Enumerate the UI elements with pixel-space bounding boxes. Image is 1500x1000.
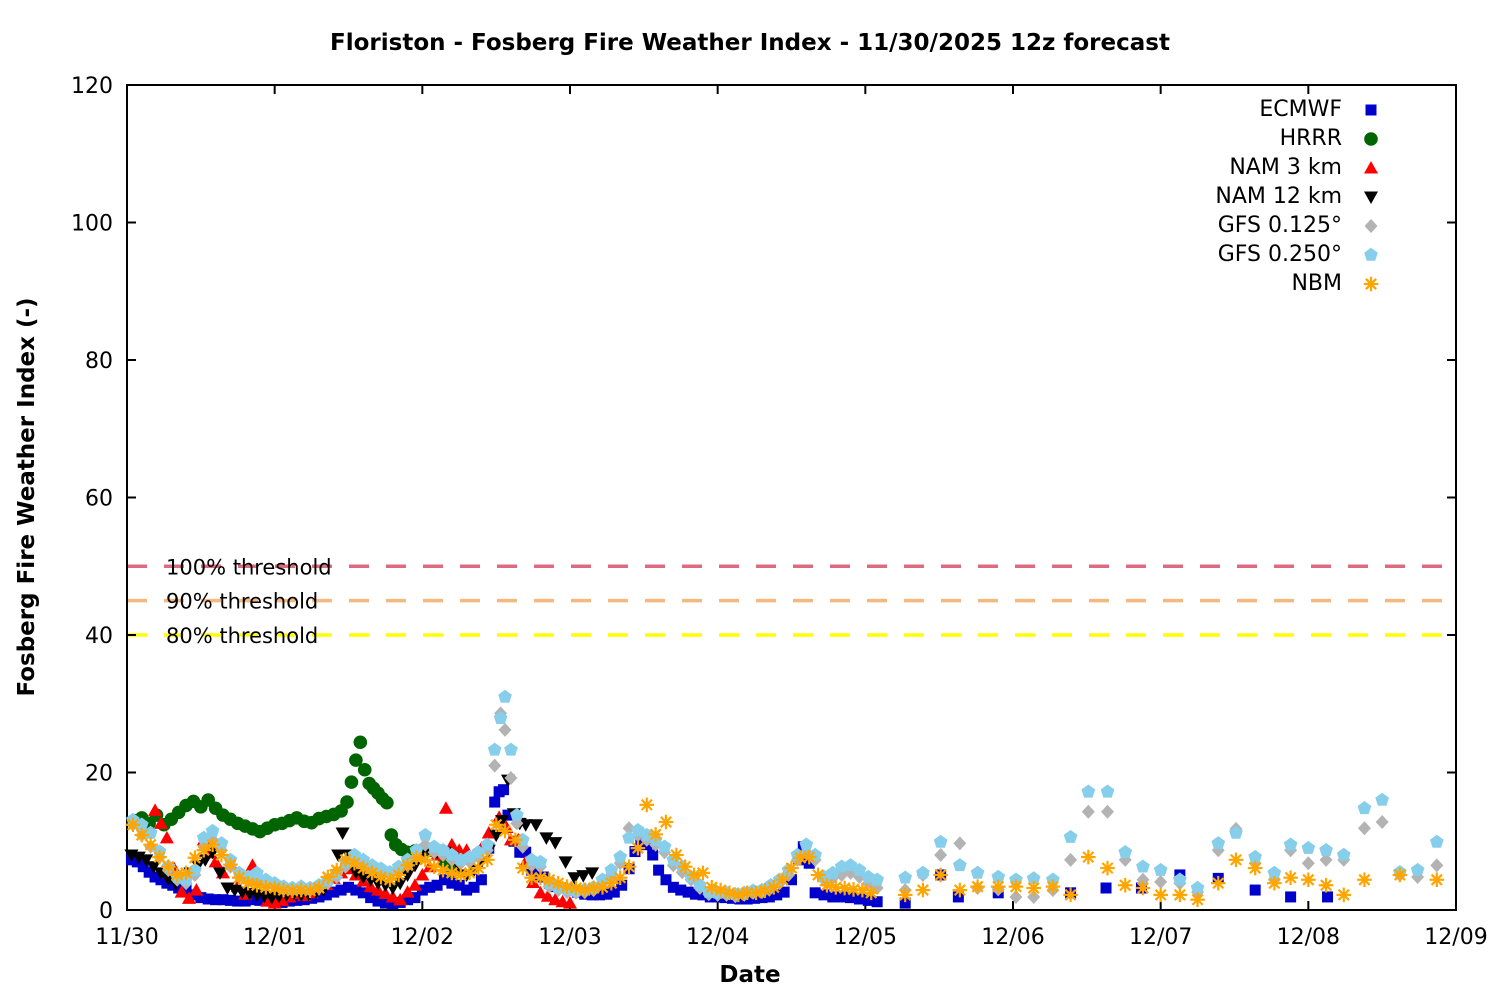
legend-item-nam12km: NAM 12 km [1215, 182, 1382, 211]
x-tick-label: 12/02 [391, 925, 454, 950]
legend-label: GFS 0.125° [1217, 213, 1342, 238]
x-tick-label: 12/03 [538, 925, 601, 950]
x-tick-label: 12/04 [686, 925, 749, 950]
legend-item-hrrr: HRRR [1215, 124, 1382, 153]
legend-label: ECMWF [1259, 97, 1342, 122]
legend-item-gfs0125: GFS 0.125° [1215, 211, 1382, 240]
x-tick-label: 12/08 [1277, 925, 1340, 950]
threshold-label: 90% threshold [166, 590, 318, 614]
legend-label: HRRR [1279, 126, 1342, 151]
y-tick-label: 20 [85, 762, 113, 787]
y-axis-label: Fosberg Fire Weather Index (-) [14, 297, 40, 697]
circle-marker-icon [1360, 128, 1382, 150]
x-axis-label: Date [719, 962, 781, 988]
y-tick-label: 40 [85, 624, 113, 649]
y-tick-label: 0 [99, 899, 113, 924]
legend-label: NAM 3 km [1229, 155, 1342, 180]
x-tick-label: 12/05 [834, 925, 897, 950]
threshold-label: 100% threshold [166, 555, 332, 579]
legend-item-gfs0250: GFS 0.250° [1215, 240, 1382, 269]
triangle-down-marker-icon [1360, 186, 1382, 208]
y-tick-label: 120 [71, 74, 113, 99]
square-marker-icon [1360, 99, 1382, 121]
x-tick-label: 12/07 [1129, 925, 1192, 950]
y-tick-label: 60 [85, 487, 113, 512]
y-tick-label: 100 [71, 212, 113, 237]
star-marker-icon [1360, 273, 1382, 295]
legend-label: GFS 0.250° [1217, 242, 1342, 267]
legend-item-ecmwf: ECMWF [1215, 95, 1382, 124]
pentagon-marker-icon [1360, 244, 1382, 266]
series-nam-3-km [148, 801, 577, 909]
triangle-up-marker-icon [1360, 157, 1382, 179]
threshold-label: 80% threshold [166, 624, 318, 648]
x-tick-label: 12/09 [1424, 925, 1487, 950]
diamond-marker-icon [1360, 215, 1382, 237]
legend-item-nam3km: NAM 3 km [1215, 153, 1382, 182]
legend: ECMWF HRRR NAM 3 km NAM 12 km GFS 0.125°… [1215, 95, 1382, 298]
y-tick-label: 80 [85, 349, 113, 374]
x-tick-label: 12/01 [243, 925, 306, 950]
chart-title: Floriston - Fosberg Fire Weather Index -… [330, 30, 1170, 56]
x-tick-label: 11/30 [95, 925, 158, 950]
legend-label: NAM 12 km [1215, 184, 1342, 209]
series-nbm [125, 797, 1445, 907]
x-tick-label: 12/06 [981, 925, 1044, 950]
legend-item-nbm: NBM [1215, 269, 1382, 298]
legend-label: NBM [1291, 271, 1342, 296]
